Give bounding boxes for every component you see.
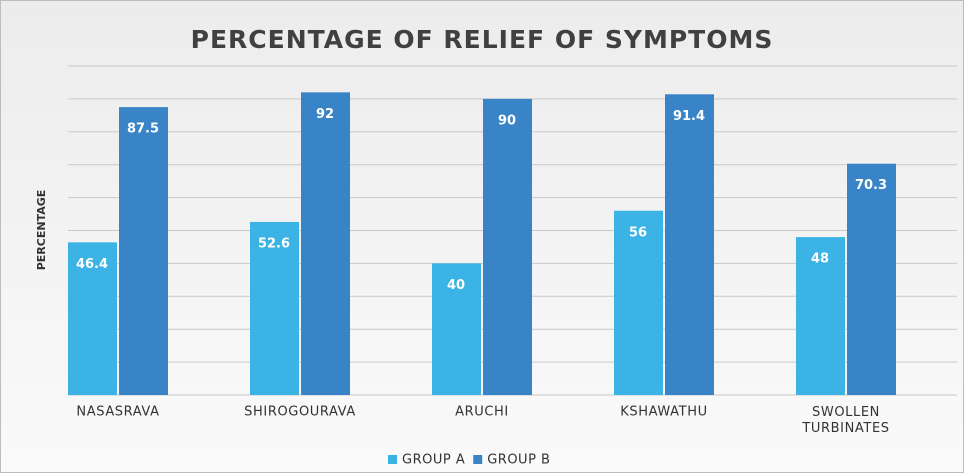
data-label: 40 — [447, 278, 465, 293]
bar — [68, 242, 117, 395]
legend-swatch — [388, 455, 397, 464]
x-tick-label: ARUCHI — [455, 405, 509, 420]
data-label: 91.4 — [673, 109, 705, 124]
x-tick-label: NASASRAVA — [76, 405, 159, 420]
x-tick-label: SHIROGOURAVA — [244, 405, 356, 420]
chart-title: PERCENTAGE OF RELIEF OF SYMPTOMS — [191, 25, 774, 54]
data-label: 46.4 — [76, 257, 108, 272]
data-label: 90 — [498, 113, 516, 128]
x-tick-label: SWOLLEN TURBINATES — [801, 405, 889, 436]
bar — [119, 107, 168, 395]
data-label: 70.3 — [855, 178, 887, 193]
bar — [614, 210, 663, 395]
bar — [301, 92, 350, 395]
data-label: 92 — [316, 107, 334, 122]
x-tick-label: KSHAWATHU — [620, 405, 707, 420]
bar — [432, 263, 481, 395]
legend-label: GROUP B — [487, 453, 550, 468]
legend-swatch — [473, 455, 483, 464]
data-label: 87.5 — [127, 122, 159, 137]
data-label: 52.6 — [258, 236, 290, 251]
data-label: 56 — [629, 225, 647, 240]
bar — [250, 221, 299, 395]
y-axis-label: PERCENTAGE — [35, 190, 48, 271]
bar — [483, 98, 532, 396]
bar — [665, 94, 714, 395]
bar — [847, 163, 896, 395]
data-label: 48 — [811, 252, 829, 267]
bar — [796, 237, 845, 395]
legend-label: GROUP A — [402, 453, 465, 468]
